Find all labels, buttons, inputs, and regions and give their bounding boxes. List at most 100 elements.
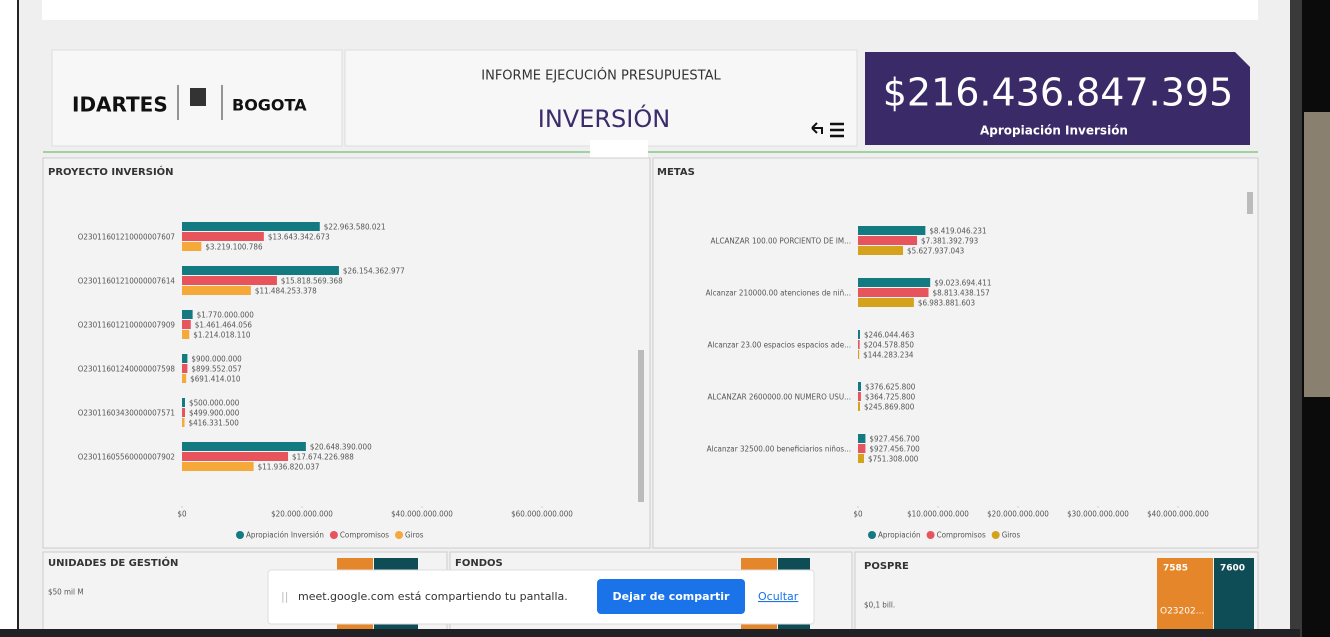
value-label: $22.963.580.021 <box>324 223 386 232</box>
bar <box>858 402 860 411</box>
page: IDARTES BOGOTA INFORME EJECUCIÓN PRESUPU… <box>0 0 1330 637</box>
bar <box>858 330 860 339</box>
value-label: $3.219.100.786 <box>205 243 263 252</box>
value-label: $900.000.000 <box>191 355 242 364</box>
bar <box>182 242 201 251</box>
x-tick-label: $20.000.000.000 <box>271 510 333 519</box>
x-tick-label: $40.000.000.000 <box>391 510 453 519</box>
bar <box>858 340 860 349</box>
chart-panel <box>653 158 1258 548</box>
video-thumb <box>1304 112 1330 397</box>
frame-edge <box>17 0 19 637</box>
chart-panel <box>43 158 650 548</box>
logo-crest <box>190 88 206 106</box>
legend-label: Apropiación <box>878 530 921 540</box>
legend-swatch <box>330 531 338 539</box>
value-label: $5.627.937.043 <box>907 247 964 256</box>
hide-link[interactable]: Ocultar <box>758 590 799 603</box>
panel-scrollbar <box>1247 192 1253 214</box>
tile-label: 7600 <box>1220 564 1245 574</box>
bar <box>182 462 254 471</box>
value-label: $144.283.234 <box>863 351 914 360</box>
value-label: $26.154.362.977 <box>343 267 405 276</box>
legend-swatch <box>395 531 403 539</box>
bar <box>858 392 861 401</box>
bar <box>182 364 187 373</box>
visual-toolbar[interactable] <box>590 140 648 158</box>
bar <box>858 382 861 391</box>
top-panel <box>42 0 1258 20</box>
value-label: $416.331.500 <box>188 419 239 428</box>
y-tick-label: ALCANZAR 2600000.00 NUMERO USU... <box>708 393 852 402</box>
y-tick-label: O23011601210000007614 <box>78 277 176 286</box>
value-label: $751.308.000 <box>868 455 919 464</box>
bar <box>858 278 930 287</box>
bar <box>182 398 185 407</box>
scrollbar <box>1290 0 1302 637</box>
x-tick-label: $0 <box>853 510 863 519</box>
bar <box>858 454 864 463</box>
panel-title: UNIDADES DE GESTIÓN <box>48 556 178 569</box>
value-label: $8.419.046.231 <box>929 227 986 236</box>
kpi-label: Apropiación Inversión <box>980 124 1128 138</box>
panel-title: FONDOS <box>455 558 503 569</box>
legend-label: Giros <box>405 531 424 540</box>
legend-swatch <box>927 531 935 539</box>
legend-label: Giros <box>1002 531 1021 540</box>
value-label: $11.484.253.378 <box>255 287 317 296</box>
value-label: $9.023.694.411 <box>934 279 991 288</box>
y-tick-label: Alcanzar 210000.00 atenciones de niñ... <box>706 289 851 298</box>
logo-bogota: BOGOTA <box>232 96 307 115</box>
bar <box>182 320 191 329</box>
tile-label: 7585 <box>1163 564 1188 574</box>
x-tick-label: $20.000.000.000 <box>987 510 1049 519</box>
value-label: $6.983.881.603 <box>918 299 975 308</box>
bar <box>182 286 251 295</box>
bar <box>858 288 929 297</box>
bar <box>182 232 264 241</box>
report-subtitle: INFORME EJECUCIÓN PRESUPUESTAL <box>481 68 721 84</box>
report-title: INVERSIÓN <box>538 103 670 133</box>
value-label: $8.813.438.157 <box>933 289 990 298</box>
y-tick-label: O23011603430000007571 <box>78 409 175 418</box>
value-label: $1.214.018.110 <box>193 331 251 340</box>
y-tick-label: O23011605560000007902 <box>78 453 175 462</box>
taskbar <box>0 629 1300 637</box>
bar <box>182 222 320 231</box>
panel-title: POSPRE <box>864 561 909 572</box>
x-tick-label: $0 <box>177 510 187 519</box>
value-label: $691.414.010 <box>190 375 241 384</box>
bar <box>182 276 277 285</box>
value-label: $1.461.464.056 <box>195 321 253 330</box>
legend-label: Apropiación Inversión <box>246 530 324 540</box>
share-message: meet.google.com está compartiendo tu pan… <box>298 590 568 603</box>
value-label: $927.456.700 <box>869 435 920 444</box>
bar <box>182 310 193 319</box>
y-tick-label: Alcanzar 32500.00 beneficiarios niños... <box>707 445 851 454</box>
y-tick-label: O23011601240000007598 <box>78 365 176 374</box>
screen: IDARTES BOGOTA INFORME EJECUCIÓN PRESUPU… <box>0 0 1330 637</box>
value-label: $246.044.463 <box>864 331 914 340</box>
bar <box>858 350 859 359</box>
bar <box>858 236 917 245</box>
y-tick-label: O23011601210000007607 <box>78 233 175 242</box>
value-label: $899.552.057 <box>191 365 241 374</box>
value-label: $927.456.700 <box>869 445 920 454</box>
value-label: $499.900.000 <box>189 409 240 418</box>
stop-share-label[interactable]: Dejar de compartir <box>613 590 730 603</box>
logo-idartes: IDARTES <box>72 93 168 117</box>
bar <box>182 442 306 451</box>
value-label: $7.381.392.793 <box>921 237 978 246</box>
y-tick-label: ALCANZAR 100.00 PORCIENTO DE IM... <box>711 237 851 246</box>
value-label: $15.818.569.368 <box>281 277 343 286</box>
bar <box>182 266 339 275</box>
legend-swatch <box>868 531 876 539</box>
axis-label: $0,1 bill. <box>864 601 895 610</box>
bar <box>858 444 865 453</box>
x-tick-label: $60.000.000.000 <box>511 510 573 519</box>
value-label: $17.674.226.988 <box>292 453 354 462</box>
x-tick-label: $30.000.000.000 <box>1067 510 1129 519</box>
legend-label: Compromisos <box>937 531 986 540</box>
value-label: $376.625.800 <box>865 383 916 392</box>
kpi-value: $216.436.847.395 <box>883 71 1234 115</box>
